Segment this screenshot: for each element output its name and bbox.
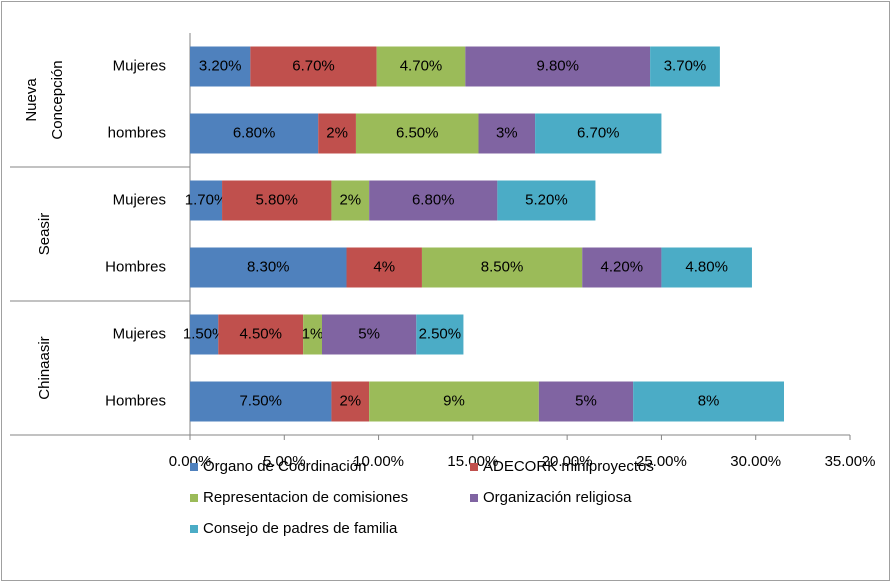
data-label: 4.50%	[239, 325, 282, 342]
bar-segment	[190, 247, 347, 288]
bar-segment	[650, 46, 720, 87]
data-label: 4%	[373, 258, 395, 275]
data-label: 8%	[698, 392, 720, 409]
bar-segment	[416, 314, 464, 355]
bar-segment	[369, 381, 539, 422]
bar-segment	[478, 113, 536, 154]
legend-label: Consejo de padres de familia	[203, 520, 398, 537]
category-label: Hombres	[105, 258, 166, 275]
legend-label: ADECORK miniproyectos	[483, 458, 654, 475]
bar-segment	[322, 314, 417, 355]
data-label: 9%	[443, 392, 465, 409]
bar-segment	[331, 381, 370, 422]
bar-segment	[376, 46, 466, 87]
bar-segment	[190, 180, 223, 221]
category-label: Mujeres	[113, 325, 166, 342]
group-label: Chinaasir	[36, 336, 53, 399]
bar-segment	[318, 113, 356, 154]
legend-swatch	[190, 525, 198, 533]
x-tick-label: 30.00%	[730, 453, 781, 470]
category-label: hombres	[108, 124, 166, 141]
data-label: 5%	[358, 325, 380, 342]
legend-swatch	[470, 463, 478, 471]
x-tick-label: 20.00%	[542, 453, 593, 470]
data-label: 2%	[326, 124, 348, 141]
data-label: 1.50%	[183, 325, 226, 342]
bar-segment	[355, 113, 479, 154]
data-label: 9.80%	[536, 57, 579, 74]
group-label: Nueva	[23, 78, 40, 122]
bar-segment	[538, 381, 634, 422]
data-label: 8.50%	[481, 258, 524, 275]
data-label: 3.20%	[199, 57, 242, 74]
bar-segment	[661, 247, 752, 288]
data-label: 8.30%	[247, 258, 290, 275]
data-label: 5%	[575, 392, 597, 409]
x-tick-label: 35.00%	[825, 453, 876, 470]
legend-label: Representacion de comisiones	[203, 489, 408, 506]
data-label: 2.50%	[419, 325, 462, 342]
bar-segment	[582, 247, 662, 288]
bar-segment	[421, 247, 583, 288]
data-label: 4.80%	[685, 258, 728, 275]
data-label: 1.70%	[185, 191, 228, 208]
bar-segment	[190, 381, 332, 422]
group-label: Seasir	[36, 213, 53, 256]
bar-segment	[633, 381, 784, 422]
bar-segment	[218, 314, 304, 355]
x-tick-label: 25.00%	[636, 453, 687, 470]
legend-swatch	[190, 494, 198, 502]
x-tick-label: 15.00%	[447, 453, 498, 470]
bar-segment	[535, 113, 662, 154]
legend-swatch	[190, 463, 198, 471]
bar-segment	[303, 314, 322, 355]
data-label: 2%	[339, 392, 361, 409]
category-label: Mujeres	[113, 191, 166, 208]
legend-label: Organización religiosa	[483, 489, 632, 506]
legend-swatch	[470, 494, 478, 502]
data-label: 6.80%	[412, 191, 455, 208]
legend-label: Órgano de Coordinación	[203, 458, 366, 475]
category-label: Mujeres	[113, 57, 166, 74]
data-label: 5.20%	[525, 191, 568, 208]
bar-segment	[222, 180, 332, 221]
data-label: 2%	[339, 191, 361, 208]
data-label: 1%	[302, 325, 324, 342]
data-label: 6.80%	[233, 124, 276, 141]
data-label: 4.20%	[601, 258, 644, 275]
data-label: 6.70%	[577, 124, 620, 141]
data-label: 6.70%	[292, 57, 335, 74]
category-label: Hombres	[105, 392, 166, 409]
bar-segment	[331, 180, 370, 221]
x-tick-label: 0.00%	[169, 453, 212, 470]
bar-segment	[190, 314, 219, 355]
data-label: 6.50%	[396, 124, 439, 141]
bar-segment	[346, 247, 422, 288]
x-tick-label: 5.00%	[263, 453, 306, 470]
data-label: 3.70%	[664, 57, 707, 74]
data-label: 5.80%	[255, 191, 298, 208]
x-tick-label: 10.00%	[353, 453, 404, 470]
bar-segment	[497, 180, 596, 221]
bar-segment	[369, 180, 498, 221]
bar-segment	[190, 46, 251, 87]
bar-segment	[190, 113, 319, 154]
bar-segment	[465, 46, 651, 87]
bar-segment	[250, 46, 377, 87]
data-label: 4.70%	[400, 57, 443, 74]
data-label: 3%	[496, 124, 518, 141]
group-label: Concepción	[49, 60, 66, 139]
data-label: 7.50%	[239, 392, 282, 409]
